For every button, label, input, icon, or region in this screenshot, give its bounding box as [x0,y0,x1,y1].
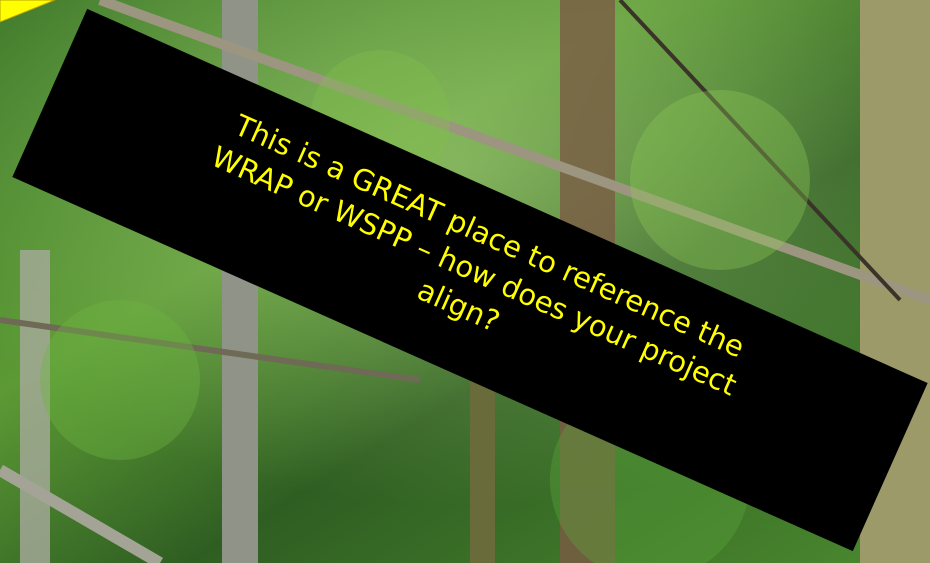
slide: This is a GREAT place to reference the W… [0,0,930,563]
